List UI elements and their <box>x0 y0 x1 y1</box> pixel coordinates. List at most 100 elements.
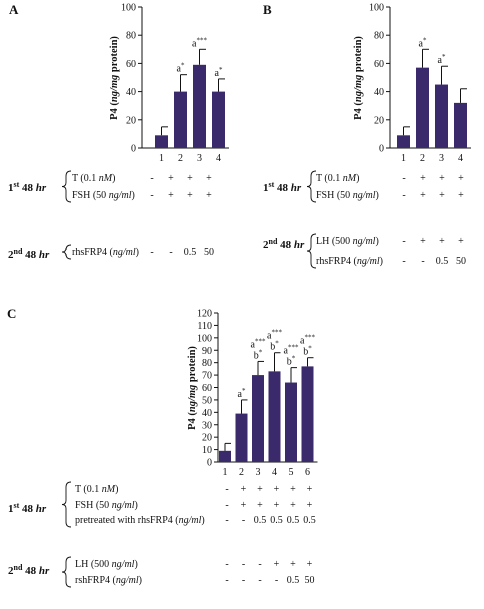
treatment-mark: - <box>225 484 228 495</box>
significance-mark: a*** <box>284 344 299 357</box>
treatment-mark: + <box>307 559 313 570</box>
treatment-mark: + <box>420 190 426 201</box>
treatment-mark: - <box>275 575 278 586</box>
y-tick-label: 90 <box>202 346 212 357</box>
bar-1 <box>219 450 231 462</box>
treatment-mark: - <box>225 575 228 586</box>
treatment-mark: + <box>307 500 313 511</box>
treatment-mark: + <box>241 500 247 511</box>
bar-2 <box>174 91 187 148</box>
y-tick-label: 70 <box>202 371 212 382</box>
category-label: 5 <box>289 467 294 478</box>
brace <box>306 233 317 269</box>
treatment-row-label: FSH (50 ng/ml) <box>75 500 138 511</box>
treatment-mark: - <box>150 190 153 201</box>
group-label-2: 2nd 48 hr <box>8 563 50 577</box>
treatment-mark: 0.5 <box>184 247 197 258</box>
treatment-mark: + <box>439 236 445 247</box>
group-label-2: 2nd 48 hr <box>8 247 50 261</box>
treatment-mark: + <box>274 559 280 570</box>
y-tick-label: 0 <box>131 144 136 155</box>
treatment-mark: + <box>257 484 263 495</box>
treatment-group-2: 2nd 48 hr LH (500 ng/ml) - - - + + + rshFRP4 (ng… <box>8 556 315 588</box>
panel-b: B 0 20 40 60 80 100 P4 (ng/mg protein) 1 2 3 4 a* a* 1… <box>263 2 471 269</box>
bar-3 <box>435 84 448 148</box>
treatment-row-label: FSH (50 ng/ml) <box>316 190 379 201</box>
treatment-mark: - <box>402 173 405 184</box>
treatment-mark: + <box>168 173 174 184</box>
treatment-group-1: 1st 48 hr T (0.1 nM) - + + + FSH (50 ng/ml) - + +… <box>8 170 212 203</box>
treatment-mark: - <box>258 559 261 570</box>
treatment-row-label: T (0.1 nM) <box>75 484 118 495</box>
group-label-2: 2nd 48 hr <box>263 237 305 251</box>
y-tick-label: 20 <box>126 115 136 126</box>
treatment-mark: + <box>420 236 426 247</box>
treatment-mark: - <box>421 256 424 267</box>
panel-letter: B <box>263 2 272 17</box>
y-tick-label: 40 <box>202 408 212 419</box>
group-label-1: 1st 48 hr <box>263 180 302 194</box>
treatment-mark: + <box>420 173 426 184</box>
treatment-mark: + <box>168 190 174 201</box>
y-tick-label: 0 <box>207 458 212 469</box>
brace <box>61 481 72 528</box>
treatment-mark: + <box>290 559 296 570</box>
y-tick-label: 60 <box>374 59 384 70</box>
significance-mark: a* <box>238 387 246 400</box>
treatment-mark: 0.5 <box>270 515 283 526</box>
y-tick-label: 60 <box>126 59 136 70</box>
significance-mark: b* <box>303 345 312 358</box>
bar-1 <box>397 135 410 148</box>
panel-letter: C <box>7 306 16 321</box>
bar-4 <box>454 102 467 148</box>
y-tick-label: 60 <box>202 383 212 394</box>
significance-mark: b* <box>254 348 263 361</box>
y-tick-label: 50 <box>202 395 212 406</box>
treatment-mark: + <box>439 190 445 201</box>
treatment-group-1: 1st 48 hr T (0.1 nM) - + + + + + FSH (50 ng/ml) -… <box>8 481 316 528</box>
y-tick-label: 80 <box>202 358 212 369</box>
category-label: 1 <box>223 467 228 478</box>
y-tick-label: 10 <box>202 445 212 456</box>
y-tick-label: 30 <box>202 420 212 431</box>
treatment-mark: 50 <box>204 247 214 258</box>
category-label: 6 <box>305 467 310 478</box>
treatment-mark: + <box>206 190 212 201</box>
category-label: 4 <box>272 467 277 478</box>
y-tick-label: 20 <box>202 433 212 444</box>
treatment-mark: + <box>458 173 464 184</box>
treatment-mark: - <box>169 247 172 258</box>
treatment-mark: + <box>187 190 193 201</box>
treatment-mark: - <box>258 575 261 586</box>
treatment-mark: 50 <box>305 575 315 586</box>
significance-mark: a* <box>419 36 427 49</box>
category-label: 1 <box>159 153 164 164</box>
y-axis-label: P4 (ng/mg protein) <box>109 36 120 120</box>
y-tick-label: 100 <box>197 333 212 344</box>
category-label: 4 <box>458 153 463 164</box>
bar-4 <box>268 371 281 462</box>
treatment-mark: 0.5 <box>303 515 316 526</box>
treatment-mark: 0.5 <box>254 515 267 526</box>
treatment-mark: + <box>257 500 263 511</box>
category-label: 3 <box>439 153 444 164</box>
treatment-mark: + <box>290 500 296 511</box>
treatment-mark: + <box>274 500 280 511</box>
category-label: 2 <box>178 153 183 164</box>
treatment-mark: - <box>225 500 228 511</box>
treatment-group-2: 2nd 48 hr rhsFRP4 (ng/ml) - -0.5 50 <box>8 244 214 261</box>
significance-mark: a* <box>215 66 223 79</box>
treatment-mark: + <box>206 173 212 184</box>
bar-4 <box>212 91 225 148</box>
treatment-mark: - <box>150 173 153 184</box>
treatment-mark: - <box>402 256 405 267</box>
treatment-group-2: 2nd 48 hr LH (500 ng/ml) - + + + rhsFRP4 (ng/m… <box>263 233 466 269</box>
treatment-mark: - <box>242 575 245 586</box>
y-tick-label: 120 <box>197 309 212 320</box>
treatment-row-label: T (0.1 nM) <box>72 173 115 184</box>
y-tick-label: 0 <box>379 144 384 155</box>
significance-mark: a*** <box>251 337 266 350</box>
treatment-mark: - <box>402 190 405 201</box>
y-tick-label: 40 <box>374 87 384 98</box>
